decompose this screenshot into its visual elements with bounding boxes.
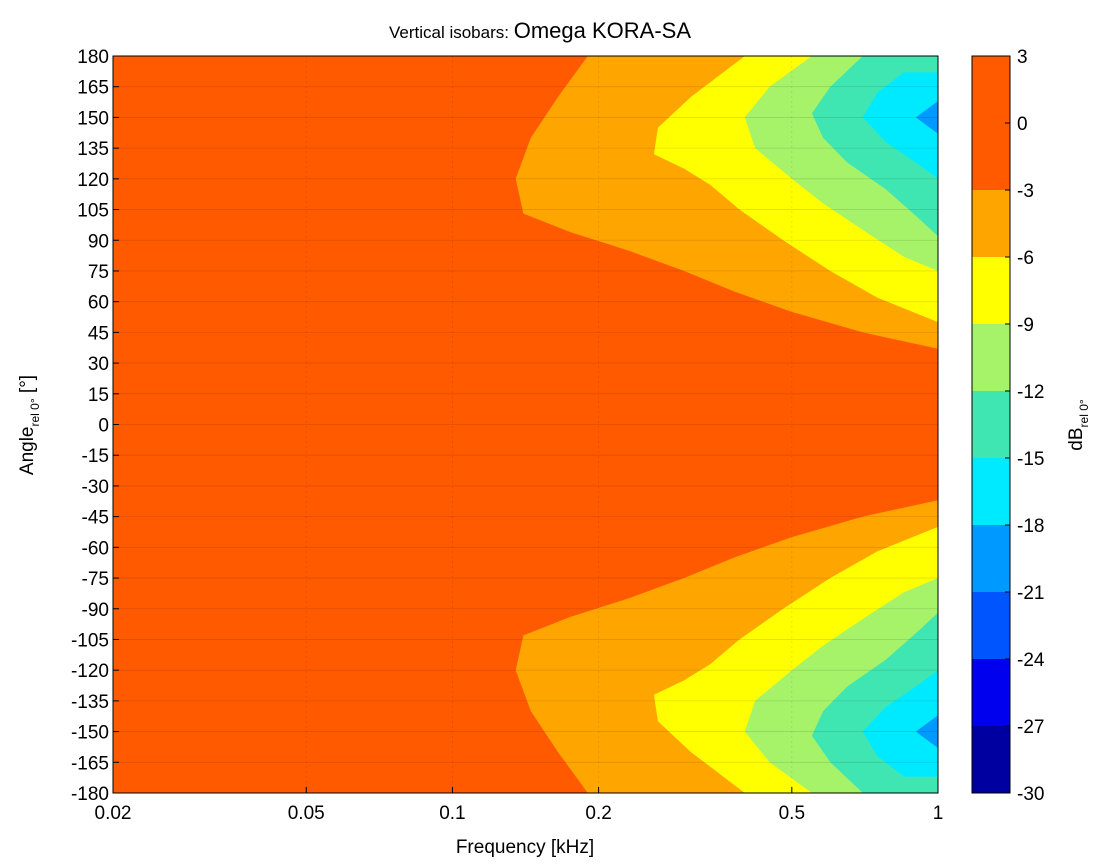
colorbar-frame [971, 55, 1011, 794]
plot-area [112, 55, 939, 794]
colorbar-swatch [972, 56, 1010, 190]
x-tick-label: 0.02 [95, 803, 132, 824]
y-tick-label: -135 [71, 692, 109, 713]
y-tick-label: 165 [77, 78, 109, 99]
y-tick-label: 60 [88, 293, 109, 314]
y-tick-label: 90 [88, 231, 109, 252]
colorbar-tick-label: -30 [1017, 784, 1044, 805]
colorbar-tick-label: -6 [1017, 248, 1034, 269]
y-axis-label-sub: rel 0° [28, 398, 42, 426]
y-tick-label: -45 [82, 508, 109, 529]
y-tick-label: -120 [71, 661, 109, 682]
y-tick-label: -165 [71, 753, 109, 774]
x-axis: 0.02 0.05 0.1 0.2 0.5 1 [95, 787, 944, 824]
chart-title: Vertical isobars: Omega KORA-SA [389, 18, 691, 43]
y-tick-label: -75 [82, 569, 109, 590]
colorbar-label: dBrel 0° [1066, 399, 1091, 451]
colorbar-tick-label: -21 [1017, 583, 1044, 604]
colorbar-label-base: dB [1066, 427, 1087, 450]
y-tick-label: -105 [71, 630, 109, 651]
colorbar-swatch [972, 190, 1010, 257]
colorbar-swatch [972, 458, 1010, 525]
y-tick-label: 45 [88, 323, 109, 344]
chart-title-prefix: Vertical isobars: [389, 23, 514, 42]
contour-fill-upper-18dB [915, 56, 938, 134]
y-tick-label: -150 [71, 723, 109, 744]
x-tick-label: 1 [933, 803, 944, 824]
y-tick-label: 15 [88, 385, 109, 406]
y-tick-label: 135 [77, 139, 109, 160]
y-tick-label: -15 [82, 446, 109, 467]
colorbar: 3 0 -3 -6 -9 -12 -15 -18 -21 -24 -27 -30 [971, 47, 1045, 805]
x-axis-label: Frequency [kHz] [456, 837, 594, 858]
colorbar-tick-label: 3 [1017, 47, 1028, 68]
y-tick-label: 30 [88, 354, 109, 375]
y-tick-label: -30 [82, 477, 109, 498]
y-axis-label: Anglerel 0° [°] [17, 375, 42, 475]
y-tick-label: 75 [88, 262, 109, 283]
y-tick-label: 150 [77, 108, 109, 129]
y-tick-label: 120 [77, 170, 109, 191]
colorbar-tick-label: -18 [1017, 516, 1044, 537]
y-tick-label: 180 [77, 47, 109, 68]
chart-title-main: Omega KORA-SA [514, 18, 692, 43]
colorbar-tick-label: -12 [1017, 382, 1044, 403]
y-axis: 1801651501351201059075604530150-15-30-45… [71, 47, 119, 805]
colorbar-tick-label: -27 [1017, 717, 1044, 738]
colorbar-tick-label: -9 [1017, 315, 1034, 336]
x-tick-label: 0.2 [585, 803, 611, 824]
colorbar-tick-label: 0 [1017, 114, 1028, 135]
contour-fill-upper-15dB [862, 56, 938, 179]
colorbar-swatch [972, 324, 1010, 391]
y-tick-label: -180 [71, 784, 109, 805]
colorbar-tick-label: -24 [1017, 650, 1045, 671]
contour-fill-lower-18dB [915, 715, 938, 793]
y-tick-label: -90 [82, 600, 109, 621]
y-axis-label-base: Angle [17, 426, 38, 475]
colorbar-label-sub: rel 0° [1077, 399, 1091, 427]
y-tick-label: -60 [82, 538, 109, 559]
contour-fill-lower-15dB [862, 670, 938, 793]
y-axis-label-suffix: [°] [17, 375, 38, 398]
colorbar-swatch [972, 659, 1010, 726]
colorbar-swatch [972, 391, 1010, 458]
colorbar-tick-label: -15 [1017, 449, 1044, 470]
colorbar-swatch [972, 257, 1010, 324]
colorbar-tick-label: -3 [1017, 181, 1034, 202]
colorbar-swatch [972, 726, 1010, 793]
x-tick-label: 0.05 [288, 803, 325, 824]
colorbar-swatch [972, 525, 1010, 592]
y-tick-label: 0 [98, 416, 109, 437]
x-tick-label: 0.5 [779, 803, 805, 824]
x-tick-label: 0.1 [439, 803, 465, 824]
colorbar-swatch [972, 592, 1010, 659]
y-tick-label: 105 [77, 201, 109, 222]
